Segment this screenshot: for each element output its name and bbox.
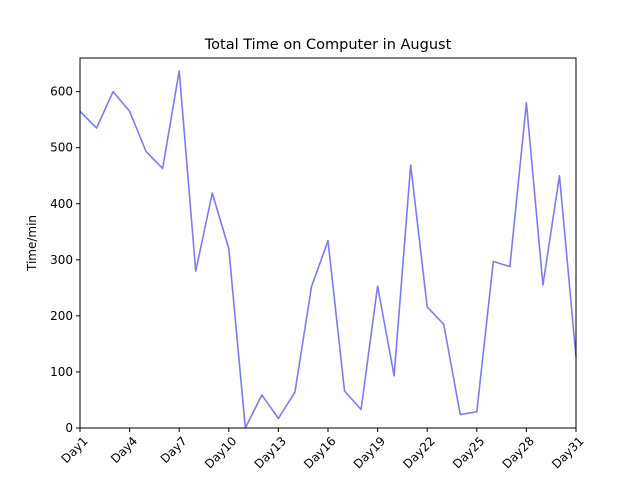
y-tick-label: 0 bbox=[65, 421, 73, 435]
series-line-0 bbox=[79, 70, 577, 429]
x-tick-label: Day28 bbox=[500, 434, 537, 471]
chart-title: Total Time on Computer in August bbox=[204, 37, 452, 53]
x-tick-label: Day13 bbox=[252, 434, 289, 471]
x-tick-label: Day4 bbox=[108, 434, 140, 466]
y-tick-label: 600 bbox=[50, 85, 73, 99]
y-tick-label: 300 bbox=[50, 253, 73, 267]
y-tick-label: 500 bbox=[50, 141, 73, 155]
x-tick-label: Day16 bbox=[301, 434, 338, 471]
y-tick-label: 400 bbox=[50, 197, 73, 211]
y-axis-label: Time/min bbox=[25, 215, 39, 272]
x-tick-label: Day31 bbox=[549, 434, 586, 471]
y-tick-label: 100 bbox=[50, 365, 73, 379]
x-tick-label: Day10 bbox=[202, 434, 239, 471]
x-tick-label: Day25 bbox=[450, 434, 487, 471]
y-tick-label: 200 bbox=[50, 309, 73, 323]
x-tick-label: Day1 bbox=[59, 434, 91, 466]
plot-frame bbox=[79, 57, 577, 429]
x-tick-label: Day7 bbox=[158, 434, 190, 466]
x-tick-label: Day19 bbox=[351, 434, 388, 471]
x-tick-label: Day22 bbox=[400, 434, 437, 471]
